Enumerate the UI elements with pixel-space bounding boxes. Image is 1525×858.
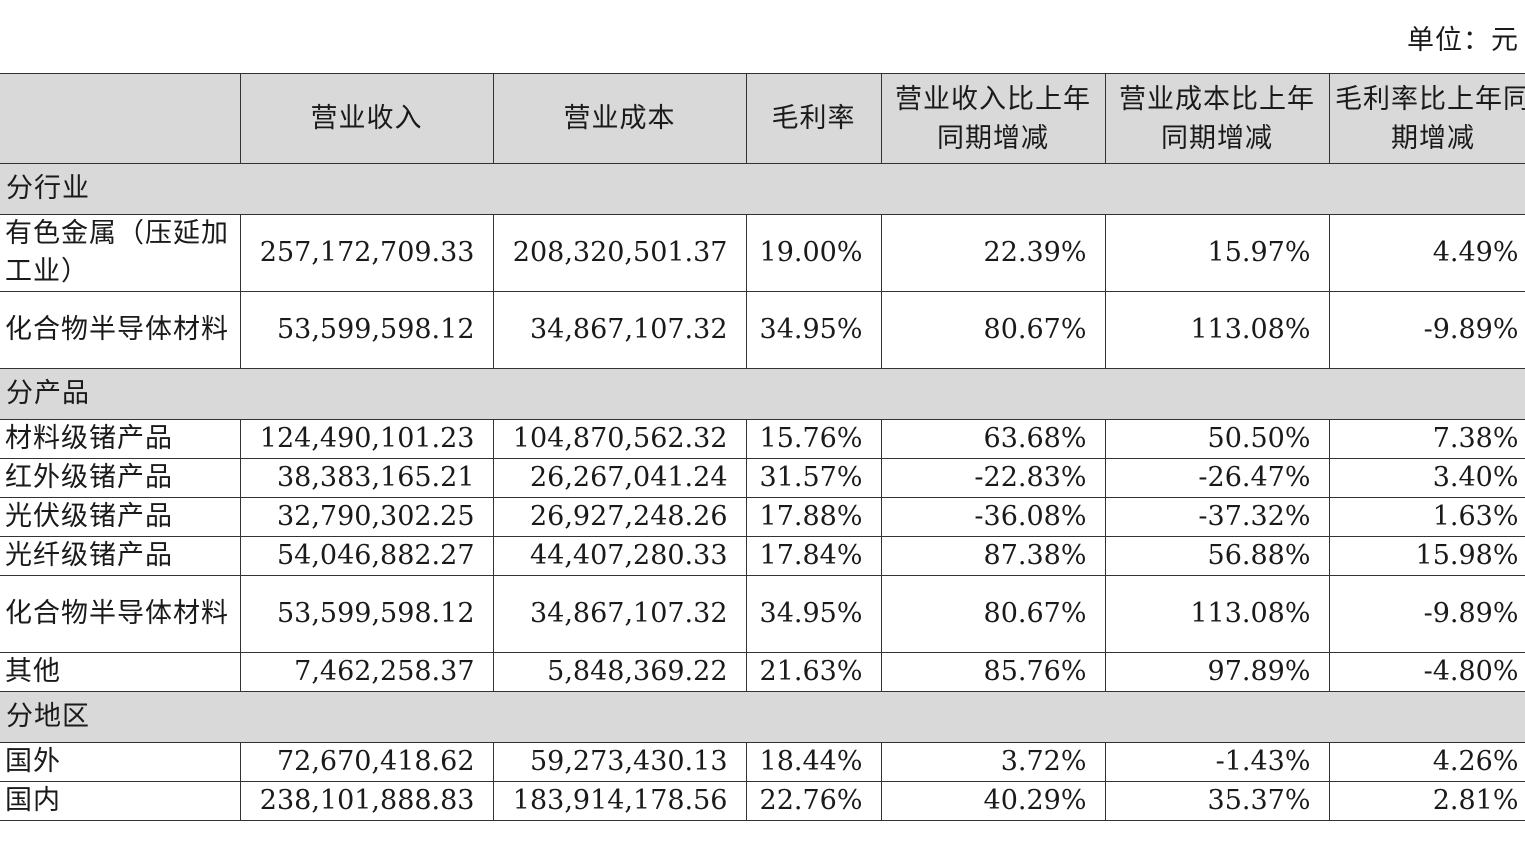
cell-margin: 15.76% xyxy=(745,419,882,459)
cell-margin: 31.57% xyxy=(745,458,882,498)
cell-cost: 104,870,562.32 xyxy=(492,419,747,459)
header-cell-revenue: 营业收入 xyxy=(239,73,494,164)
cell-cost-yoy: 50.50% xyxy=(1104,419,1330,459)
cell-cost: 34,867,107.32 xyxy=(492,291,747,369)
header-cell-margin: 毛利率 xyxy=(745,73,882,164)
section-title: 分地区 xyxy=(0,691,1525,743)
cell-revenue-yoy: 22.39% xyxy=(880,214,1106,292)
cell-cost-yoy: -26.47% xyxy=(1104,458,1330,498)
cell-margin: 21.63% xyxy=(745,652,882,692)
cell-margin-yoy: -9.89% xyxy=(1328,575,1525,653)
cell-margin-yoy: 3.40% xyxy=(1328,458,1525,498)
header-cell-cost: 营业成本 xyxy=(492,73,747,164)
cell-revenue-yoy: 80.67% xyxy=(880,291,1106,369)
cell-cost-yoy: 56.88% xyxy=(1104,536,1330,576)
row-label: 国内 xyxy=(0,781,241,821)
cell-cost: 183,914,178.56 xyxy=(492,781,747,821)
table-row: 化合物半导体材料 53,599,598.12 34,867,107.32 34.… xyxy=(0,291,1525,369)
cell-revenue: 53,599,598.12 xyxy=(239,575,494,653)
header-cell-revenue-yoy: 营业收入比上年同期增减 xyxy=(880,73,1106,164)
table-row: 国外 72,670,418.62 59,273,430.13 18.44% 3.… xyxy=(0,742,1525,782)
cell-cost-yoy: 97.89% xyxy=(1104,652,1330,692)
cell-margin-yoy: -9.89% xyxy=(1328,291,1525,369)
cell-revenue: 53,599,598.12 xyxy=(239,291,494,369)
section-title: 分行业 xyxy=(0,163,1525,215)
cell-revenue: 7,462,258.37 xyxy=(239,652,494,692)
cell-margin-yoy: 2.81% xyxy=(1328,781,1525,821)
cell-cost-yoy: 113.08% xyxy=(1104,575,1330,653)
cell-revenue-yoy: 3.72% xyxy=(880,742,1106,782)
cell-cost: 26,927,248.26 xyxy=(492,497,747,537)
table-row: 国内 238,101,888.83 183,914,178.56 22.76% … xyxy=(0,781,1525,821)
row-label: 化合物半导体材料 xyxy=(0,291,241,369)
cell-cost-yoy: -1.43% xyxy=(1104,742,1330,782)
section-title: 分产品 xyxy=(0,368,1525,420)
cell-cost-yoy: 15.97% xyxy=(1104,214,1330,292)
cell-revenue-yoy: 85.76% xyxy=(880,652,1106,692)
cell-cost-yoy: -37.32% xyxy=(1104,497,1330,537)
cell-margin: 18.44% xyxy=(745,742,882,782)
cell-cost: 208,320,501.37 xyxy=(492,214,747,292)
row-label: 其他 xyxy=(0,652,241,692)
table-row: 光纤级锗产品 54,046,882.27 44,407,280.33 17.84… xyxy=(0,536,1525,576)
header-cell-cost-yoy: 营业成本比上年同期增减 xyxy=(1104,73,1330,164)
cell-margin-yoy: 7.38% xyxy=(1328,419,1525,459)
cell-cost: 34,867,107.32 xyxy=(492,575,747,653)
section-row: 分地区 xyxy=(0,691,1525,743)
cell-cost: 59,273,430.13 xyxy=(492,742,747,782)
row-label: 化合物半导体材料 xyxy=(0,575,241,653)
cell-margin-yoy: 4.49% xyxy=(1328,214,1525,292)
cell-revenue: 72,670,418.62 xyxy=(239,742,494,782)
section-row: 分行业 xyxy=(0,163,1525,215)
cell-cost: 5,848,369.22 xyxy=(492,652,747,692)
cell-margin: 22.76% xyxy=(745,781,882,821)
cell-margin-yoy: 4.26% xyxy=(1328,742,1525,782)
cell-revenue-yoy: -22.83% xyxy=(880,458,1106,498)
table-row: 有色金属（压延加工业） 257,172,709.33 208,320,501.3… xyxy=(0,214,1525,292)
cell-margin: 17.88% xyxy=(745,497,882,537)
table-row: 红外级锗产品 38,383,165.21 26,267,041.24 31.57… xyxy=(0,458,1525,498)
cell-revenue-yoy: -36.08% xyxy=(880,497,1106,537)
cell-revenue-yoy: 40.29% xyxy=(880,781,1106,821)
cell-revenue: 124,490,101.23 xyxy=(239,419,494,459)
table-header-row: 营业收入 营业成本 毛利率 营业收入比上年同期增减 营业成本比上年同期增减 毛利… xyxy=(0,73,1525,164)
financial-table: 营业收入 营业成本 毛利率 营业收入比上年同期增减 营业成本比上年同期增减 毛利… xyxy=(0,73,1525,821)
cell-revenue: 54,046,882.27 xyxy=(239,536,494,576)
cell-margin-yoy: 15.98% xyxy=(1328,536,1525,576)
cell-revenue: 257,172,709.33 xyxy=(239,214,494,292)
cell-margin-yoy: 1.63% xyxy=(1328,497,1525,537)
cell-cost: 44,407,280.33 xyxy=(492,536,747,576)
section-row: 分产品 xyxy=(0,368,1525,420)
cell-margin-yoy: -4.80% xyxy=(1328,652,1525,692)
cell-revenue-yoy: 87.38% xyxy=(880,536,1106,576)
cell-cost-yoy: 113.08% xyxy=(1104,291,1330,369)
row-label: 材料级锗产品 xyxy=(0,419,241,459)
cell-cost: 26,267,041.24 xyxy=(492,458,747,498)
cell-margin: 19.00% xyxy=(745,214,882,292)
cell-revenue: 238,101,888.83 xyxy=(239,781,494,821)
table-row: 光伏级锗产品 32,790,302.25 26,927,248.26 17.88… xyxy=(0,497,1525,537)
cell-cost-yoy: 35.37% xyxy=(1104,781,1330,821)
table-row: 材料级锗产品 124,490,101.23 104,870,562.32 15.… xyxy=(0,419,1525,459)
cell-margin: 34.95% xyxy=(745,575,882,653)
cell-revenue-yoy: 63.68% xyxy=(880,419,1106,459)
cell-margin: 34.95% xyxy=(745,291,882,369)
row-label: 国外 xyxy=(0,742,241,782)
header-cell-blank xyxy=(0,73,241,164)
row-label: 光纤级锗产品 xyxy=(0,536,241,576)
cell-revenue-yoy: 80.67% xyxy=(880,575,1106,653)
unit-label: 单位：元 xyxy=(1407,25,1519,56)
table-row: 化合物半导体材料 53,599,598.12 34,867,107.32 34.… xyxy=(0,575,1525,653)
row-label: 光伏级锗产品 xyxy=(0,497,241,537)
table-row: 其他 7,462,258.37 5,848,369.22 21.63% 85.7… xyxy=(0,652,1525,692)
header-cell-margin-yoy: 毛利率比上年同期增减 xyxy=(1328,73,1525,164)
cell-revenue: 32,790,302.25 xyxy=(239,497,494,537)
cell-revenue: 38,383,165.21 xyxy=(239,458,494,498)
row-label: 红外级锗产品 xyxy=(0,458,241,498)
row-label: 有色金属（压延加工业） xyxy=(0,214,241,292)
cell-margin: 17.84% xyxy=(745,536,882,576)
